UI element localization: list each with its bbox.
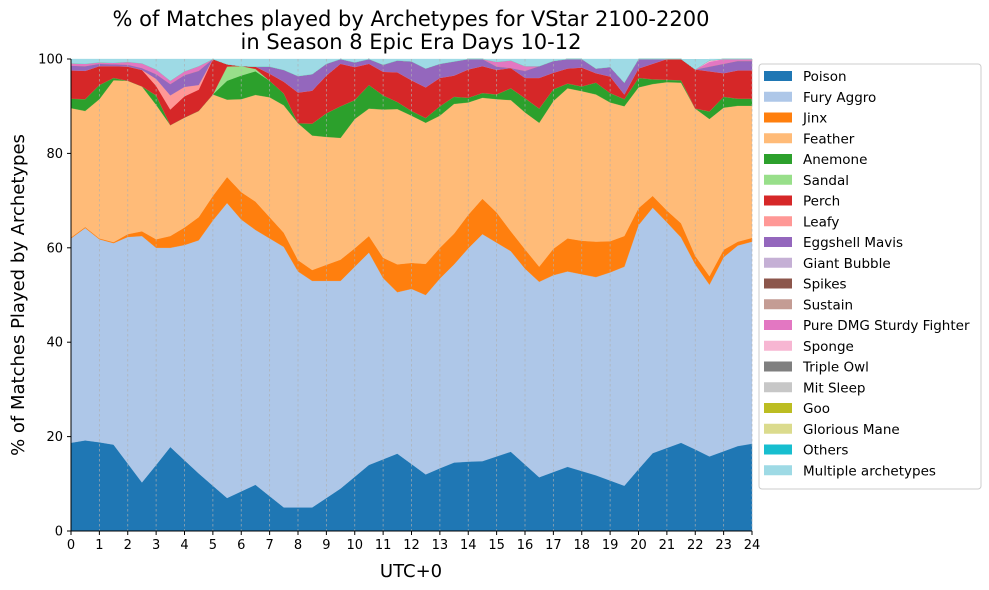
y-tick-label-4: 80: [46, 147, 63, 162]
x-axis-ticks: 0 1 2 3 4 5 6 7 8 9 10 11 12 13 14 15 16 17 18 19 20 21 22 23 24: [67, 531, 760, 553]
x-tick-label-21: 21: [659, 538, 676, 553]
legend-label-6: Perch: [803, 194, 840, 210]
legend-label-16: Goo: [803, 401, 830, 417]
x-tick-label-17: 17: [545, 538, 562, 553]
chart-title-line-2: in Season 8 Epic Era Days 10-12: [241, 30, 582, 54]
x-axis-label: UTC+0: [380, 561, 442, 582]
x-tick-label-7: 7: [265, 538, 273, 553]
x-tick-label-14: 14: [460, 538, 477, 553]
legend-swatch-19: [764, 465, 792, 476]
legend-swatch-18: [764, 444, 792, 455]
legend-swatch-4: [764, 154, 792, 164]
x-tick-label-6: 6: [237, 538, 245, 553]
legend-swatch-14: [764, 361, 792, 372]
x-tick-label-5: 5: [209, 538, 217, 553]
legend-label-12: Pure DMG Sturdy Fighter: [803, 318, 970, 334]
legend-swatch-1: [764, 91, 792, 102]
legend-label-10: Spikes: [803, 277, 847, 293]
x-tick-label-24: 24: [744, 538, 761, 553]
legend-label-9: Giant Bubble: [803, 256, 891, 272]
y-tick-label-3: 60: [46, 241, 63, 256]
x-tick-label-19: 19: [602, 538, 619, 553]
chart-title: % of Matches played by Archetypes for VS…: [113, 7, 710, 54]
legend-label-2: Jinx: [802, 111, 827, 127]
legend-label-13: Sponge: [803, 339, 854, 355]
x-tick-label-8: 8: [294, 538, 302, 553]
chart-title-line-1: % of Matches played by Archetypes for VS…: [113, 7, 710, 31]
legend-label-8: Eggshell Mavis: [803, 235, 903, 251]
x-tick-label-11: 11: [375, 538, 392, 553]
legend-swatch-7: [764, 216, 792, 227]
x-tick-label-23: 23: [715, 538, 732, 553]
legend-swatch-0: [764, 71, 792, 81]
legend-box: [758, 63, 982, 490]
legend-label-19: Multiple archetypes: [803, 463, 936, 479]
legend-swatch-15: [764, 382, 792, 393]
y-tick-label-2: 40: [46, 336, 63, 351]
y-tick-label-1: 20: [46, 430, 63, 445]
legend-swatch-2: [764, 112, 792, 123]
legend-swatch-16: [764, 403, 792, 413]
x-tick-label-18: 18: [573, 538, 590, 553]
x-tick-label-16: 16: [517, 538, 534, 553]
x-tick-label-20: 20: [630, 538, 647, 553]
x-tick-label-13: 13: [432, 538, 449, 553]
legend-swatch-11: [764, 299, 792, 310]
x-tick-label-12: 12: [403, 538, 420, 553]
legend-swatch-3: [764, 133, 792, 144]
x-tick-label-22: 22: [687, 538, 704, 553]
legend-swatch-9: [764, 257, 792, 268]
legend-label-11: Sustain: [803, 297, 853, 313]
legend-label-0: Poison: [803, 69, 847, 85]
legend-swatch-8: [764, 237, 792, 247]
legend-label-18: Others: [803, 443, 848, 459]
x-tick-label-0: 0: [67, 538, 75, 553]
legend-swatch-5: [764, 174, 792, 185]
legend-label-1: Fury Aggro: [803, 90, 876, 106]
legend-swatch-12: [764, 320, 792, 330]
legend-label-7: Leafy: [803, 214, 839, 230]
legend-swatch-6: [764, 195, 792, 206]
y-tick-label-0: 0: [55, 525, 63, 540]
legend: Poison Fury Aggro Jinx Feather Anemone Sandal…: [758, 63, 982, 490]
area-top-remainder: [71, 59, 752, 69]
legend-label-14: Triple Owl: [802, 360, 869, 376]
legend-swatch-10: [764, 278, 792, 289]
legend-label-15: Mit Sleep: [803, 380, 865, 396]
legend-swatch-17: [764, 423, 792, 434]
x-tick-label-4: 4: [180, 538, 188, 553]
x-tick-label-15: 15: [488, 538, 505, 553]
x-tick-label-3: 3: [152, 538, 160, 553]
x-tick-label-2: 2: [124, 538, 132, 553]
legend-label-5: Sandal: [803, 173, 849, 189]
legend-label-17: Glorious Mane: [803, 422, 900, 438]
x-tick-label-9: 9: [322, 538, 330, 553]
legend-label-3: Feather: [803, 131, 855, 147]
legend-label-4: Anemone: [803, 152, 867, 168]
legend-swatch-13: [764, 340, 792, 351]
x-tick-label-1: 1: [95, 538, 103, 553]
x-tick-label-10: 10: [346, 538, 363, 553]
y-axis-label: % of Matches Played by Archetypes: [8, 134, 29, 456]
y-axis-ticks: 0 20 40 60 80 100: [38, 53, 71, 540]
y-tick-label-5: 100: [38, 53, 63, 68]
